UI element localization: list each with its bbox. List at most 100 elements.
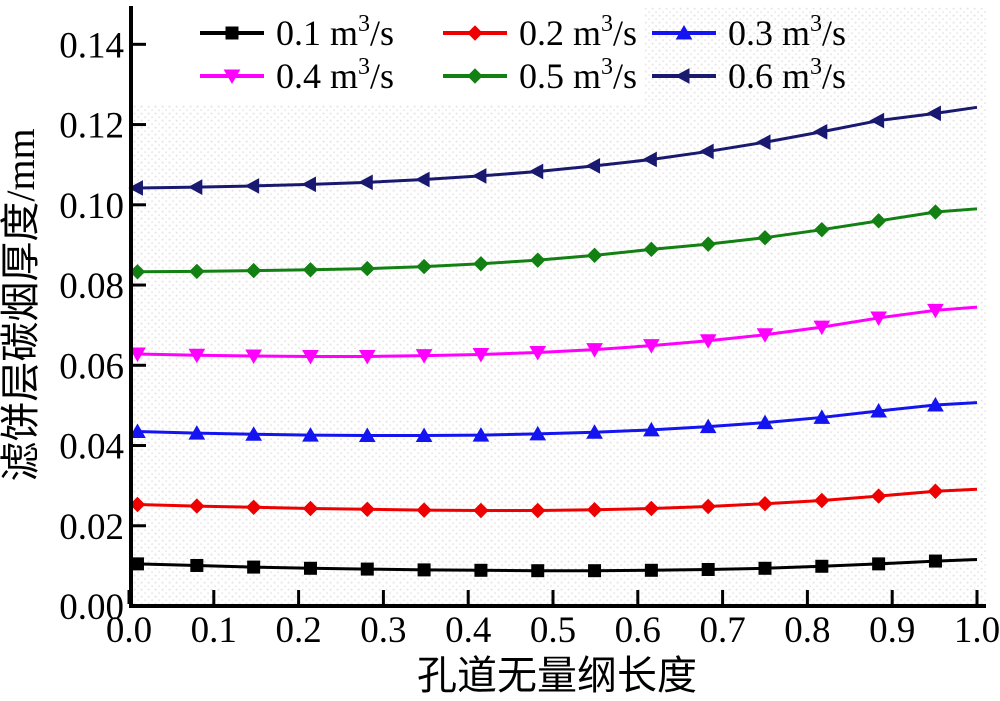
legend-marker-0.2	[467, 25, 483, 41]
x-tick-label: 0.7	[699, 610, 745, 651]
x-tick-label: 0.5	[530, 610, 576, 651]
series-marker-0.1	[531, 564, 545, 578]
plot-area-background	[133, 6, 986, 604]
series-marker-0.1	[588, 564, 602, 578]
series-marker-0.6	[187, 179, 203, 195]
series-marker-0.6	[585, 158, 601, 174]
series-marker-0.5	[416, 258, 432, 275]
series-marker-0.6	[699, 143, 714, 160]
x-tick-label: 0.9	[869, 610, 915, 651]
series-marker-0.3	[529, 425, 547, 441]
series-marker-0.4	[586, 343, 603, 358]
legend-background	[133, 6, 645, 104]
series-0.2	[129, 483, 978, 519]
series-marker-0.1	[130, 557, 144, 571]
series-line-0.3	[137, 401, 978, 437]
x-tick-label: 0.0	[106, 610, 152, 651]
x-tick-label: 0.3	[360, 610, 406, 651]
legend-label: 0.2 m3/s	[519, 11, 637, 53]
series-marker-0.6	[471, 168, 487, 184]
series-0.3	[129, 396, 978, 442]
series-marker-0.4	[472, 347, 490, 363]
series-marker-0.2	[757, 495, 773, 512]
series-marker-0.6	[755, 134, 771, 151]
series-marker-0.3	[643, 421, 660, 437]
series-marker-0.1	[247, 560, 261, 574]
series-marker-0.3	[756, 414, 774, 430]
legend-entry-0.1: 0.1 m3/s	[200, 11, 394, 53]
series-marker-0.2	[700, 498, 716, 515]
series-marker-0.1	[474, 563, 488, 577]
series-marker-0.5	[643, 241, 660, 258]
series-marker-0.2	[586, 502, 603, 518]
series-marker-0.5	[245, 262, 262, 279]
legend-label: 0.6 m3/s	[728, 54, 846, 96]
legend-marker-0.1	[225, 26, 239, 40]
series-0.4	[129, 303, 978, 365]
series-marker-0.6	[642, 151, 657, 168]
y-axis-title: 滤饼层碳烟厚度/mm	[0, 128, 43, 481]
series-marker-0.1	[758, 561, 772, 575]
series-marker-0.4	[699, 334, 717, 349]
series-marker-0.5	[870, 213, 887, 229]
series-marker-0.6	[528, 163, 544, 180]
series-marker-0.5	[473, 256, 489, 272]
series-marker-0.2	[359, 501, 375, 518]
series-marker-0.3	[472, 427, 490, 442]
series-marker-0.4	[643, 339, 660, 354]
series-line-0.4	[137, 305, 978, 358]
series-marker-0.3	[870, 403, 887, 418]
y-tick-label: 0.04	[59, 427, 124, 468]
series-marker-0.4	[358, 349, 376, 365]
x-tick-label: 1.0	[954, 610, 1000, 651]
x-axis-title: 孔道无量纲长度	[417, 653, 697, 698]
series-marker-0.4	[529, 345, 547, 361]
series-marker-0.3	[188, 425, 206, 440]
series-marker-0.2	[473, 502, 489, 519]
series-marker-0.6	[358, 174, 373, 191]
legend-marker-0.3	[675, 24, 693, 40]
series-marker-0.1	[815, 559, 829, 573]
series-marker-0.6	[244, 178, 260, 194]
series-marker-0.2	[530, 502, 546, 519]
series-marker-0.1	[190, 558, 204, 572]
series-marker-0.1	[360, 562, 374, 576]
series-marker-0.5	[700, 236, 716, 252]
series-marker-0.2	[302, 500, 319, 517]
series-line-0.5	[137, 207, 978, 274]
legend-label: 0.1 m3/s	[276, 11, 394, 53]
y-tick-label: 0.12	[59, 106, 124, 147]
series-marker-0.6	[301, 176, 316, 193]
series-marker-0.5	[586, 247, 603, 264]
series-marker-0.4	[188, 348, 206, 364]
series-marker-0.4	[870, 311, 887, 326]
series-0.1	[130, 554, 978, 578]
series-marker-0.1	[303, 561, 317, 575]
series-marker-0.5	[814, 221, 830, 238]
series-marker-0.6	[415, 171, 430, 188]
x-tick-label: 0.8	[784, 610, 830, 651]
series-marker-0.2	[189, 498, 205, 514]
series-line-0.2	[137, 487, 978, 513]
series-line-0.6	[137, 105, 978, 190]
y-tick-label: 0.14	[59, 25, 124, 66]
legend: 0.1 m3/s 0.2 m3/s 0.3 m3/s 0.4 m3/s 0.5 m3/s…	[200, 11, 846, 96]
series-marker-0.4	[302, 349, 319, 365]
x-tick-label: 0.6	[615, 610, 661, 651]
series-marker-0.3	[302, 427, 319, 442]
series-marker-0.4	[245, 349, 263, 365]
series-marker-0.2	[814, 492, 830, 509]
legend-label: 0.4 m3/s	[276, 54, 394, 96]
x-tick-label: 0.1	[191, 610, 237, 651]
series-marker-0.2	[927, 483, 944, 499]
series-marker-0.6	[869, 112, 885, 129]
series-marker-0.2	[416, 502, 432, 518]
series-marker-0.3	[927, 396, 944, 412]
legend-entry-0.4: 0.4 m3/s	[200, 54, 394, 96]
y-tick-label: 0.06	[59, 346, 124, 387]
legend-marker-0.6	[674, 68, 690, 84]
y-tick-label: 0.02	[59, 507, 124, 548]
legend-label: 0.5 m3/s	[519, 54, 637, 96]
series-marker-0.5	[359, 260, 375, 277]
y-tick-label: 0.08	[59, 266, 124, 307]
